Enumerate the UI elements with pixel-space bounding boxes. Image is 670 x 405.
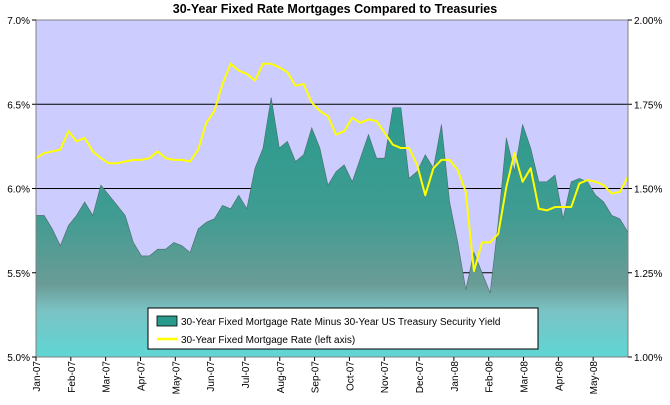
legend-box <box>147 307 539 350</box>
legend-swatch-spread <box>156 315 178 327</box>
right-tick-label: 1.25% <box>634 269 662 280</box>
left-axis: 5.0% 5.5% 6.0% 6.5% 7.0% <box>7 16 36 364</box>
left-tick-label: 5.5% <box>7 269 30 280</box>
x-tick-label: Jan-08 <box>450 361 461 392</box>
left-tick-label: 5.0% <box>7 353 30 364</box>
x-tick-label: Feb-08 <box>485 361 496 393</box>
mortgage-rate-line-layer <box>35 62 629 273</box>
right-tick-label: 1.75% <box>634 100 662 111</box>
x-tick-label: Jul-07 <box>241 361 252 389</box>
right-axis: 1.00% 1.25% 1.50% 1.75% 2.00% <box>628 16 662 364</box>
x-tick-label: Jan-07 <box>32 361 43 392</box>
x-tick-label: Feb-07 <box>67 361 78 393</box>
x-tick-label: Apr-07 <box>136 361 147 391</box>
spread-area <box>35 97 629 358</box>
spread-area-layer <box>35 97 629 358</box>
x-tick-label: May-08 <box>589 361 600 395</box>
legend-label-spread: 30-Year Fixed Mortgage Rate Minus 30-Yea… <box>181 317 500 328</box>
mortgage-rate-line <box>35 62 629 273</box>
chart-title: 30-Year Fixed Rate Mortgages Compared to… <box>173 2 497 16</box>
x-tick-label: Apr-08 <box>554 361 565 391</box>
right-tick-label: 1.50% <box>634 185 662 196</box>
x-tick-label: Dec-07 <box>415 361 426 394</box>
legend: 30-Year Fixed Mortgage Rate Minus 30-Yea… <box>147 307 539 350</box>
right-tick-label: 1.00% <box>634 353 662 364</box>
left-tick-label: 6.5% <box>7 100 30 111</box>
x-tick-label: Sep-07 <box>311 361 322 394</box>
x-tick-label: May-07 <box>171 361 182 395</box>
x-axis: Jan-07 Feb-07 Mar-07 Apr-07 May-07 Jun-07 Jul-… <box>32 357 600 394</box>
legend-label-mortgage: 30-Year Fixed Mortgage Rate (left axis) <box>181 335 355 346</box>
x-tick-label: Mar-07 <box>102 361 113 393</box>
x-tick-label: Oct-07 <box>345 361 356 391</box>
left-tick-label: 7.0% <box>7 16 30 27</box>
x-tick-label: Mar-08 <box>520 361 531 393</box>
x-tick-label: Aug-07 <box>276 361 287 394</box>
left-tick-label: 6.0% <box>7 185 30 196</box>
x-tick-label: Nov-07 <box>380 361 391 394</box>
x-tick-label: Jun-07 <box>206 361 217 392</box>
right-tick-label: 2.00% <box>634 16 662 27</box>
